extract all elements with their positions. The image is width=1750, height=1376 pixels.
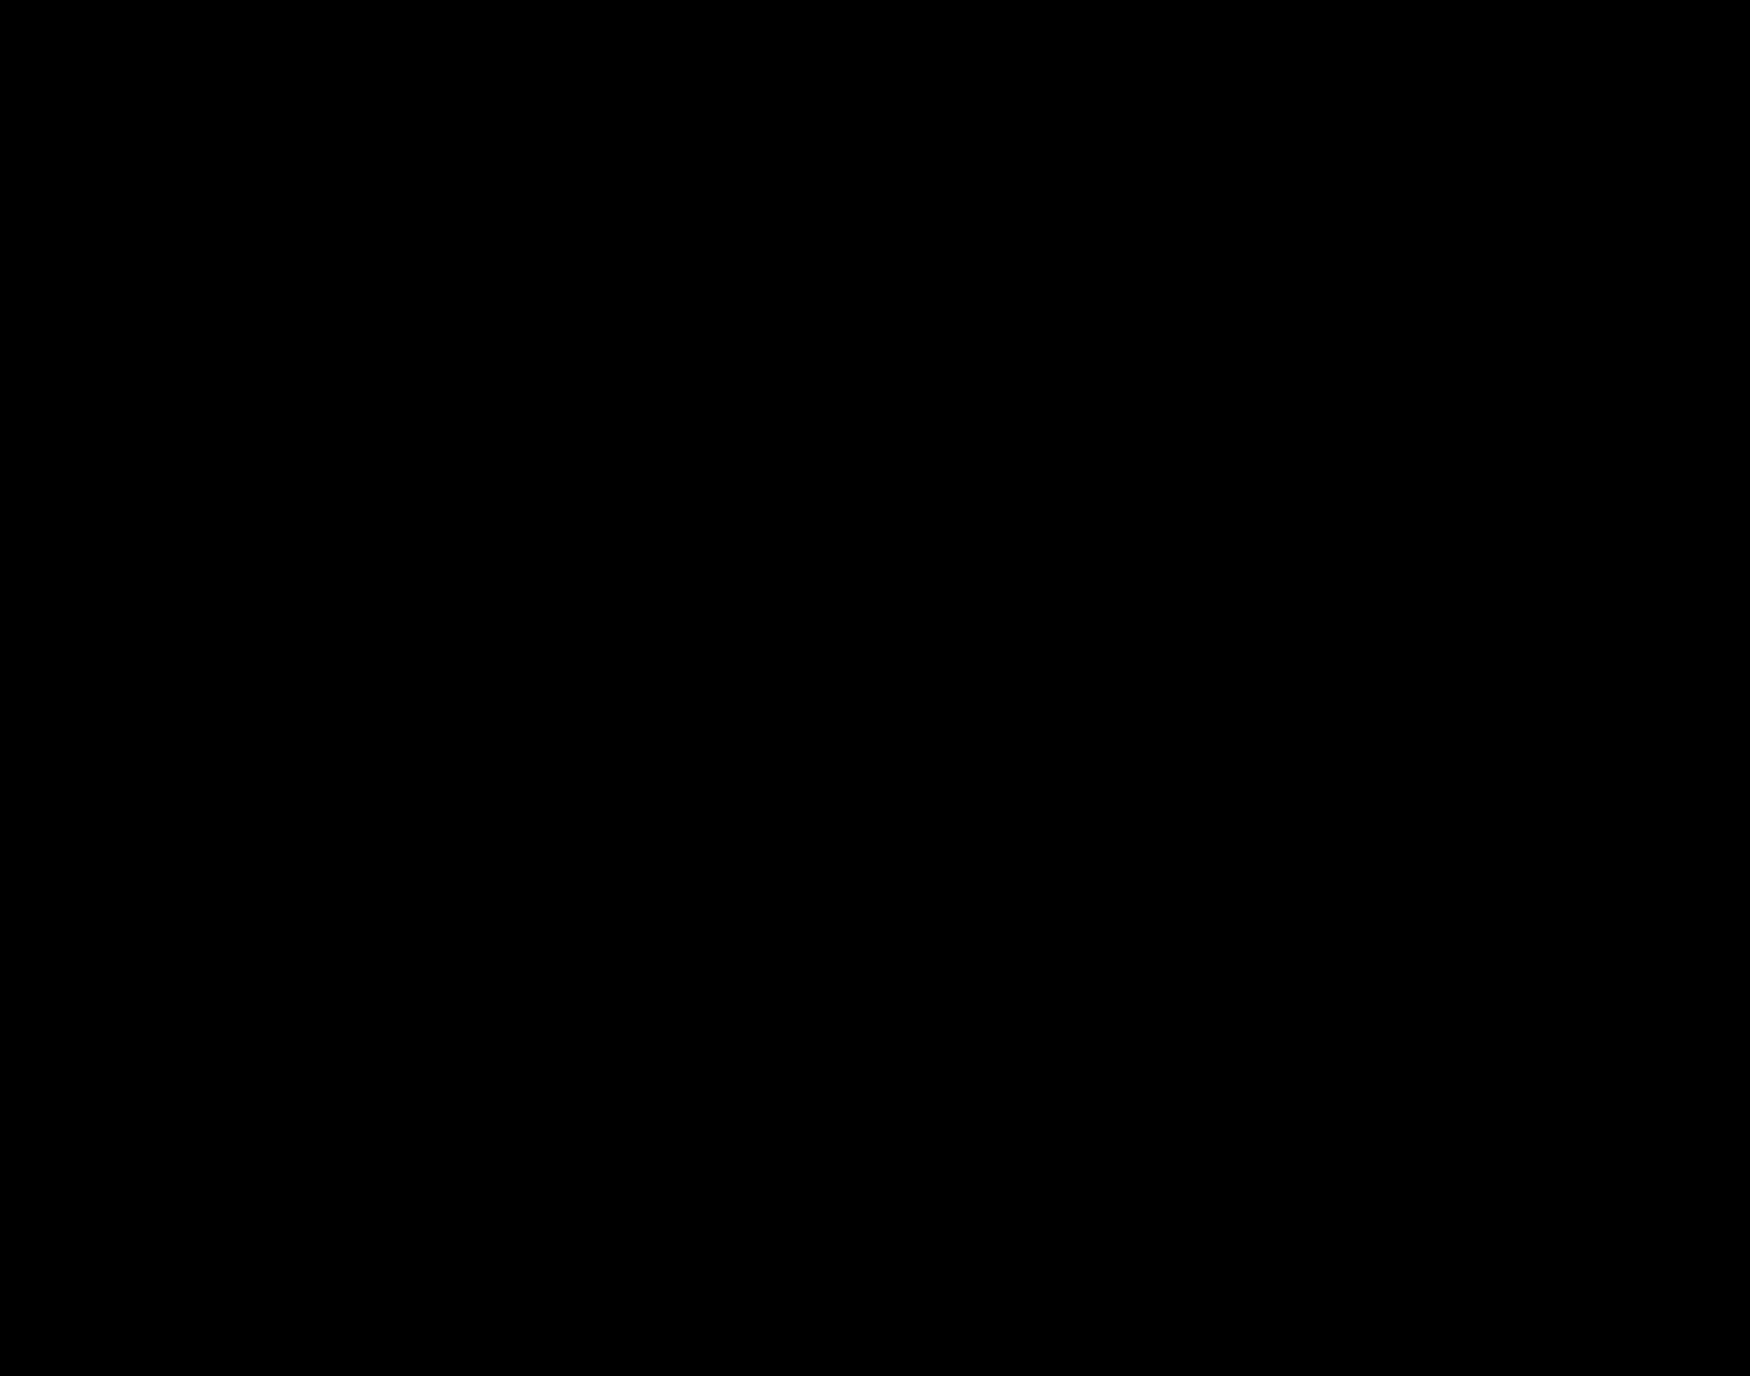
- figure-background: [0, 0, 1750, 1376]
- figure-stage: [0, 0, 1750, 1376]
- gene-network-figure: [0, 0, 1750, 1376]
